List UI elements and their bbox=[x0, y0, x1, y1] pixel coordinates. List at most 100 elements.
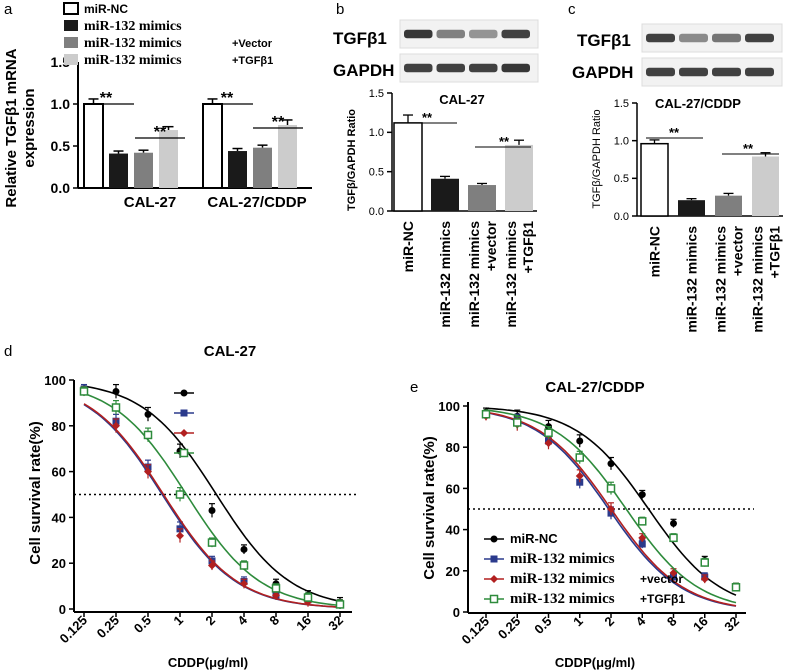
data-point-tgfb1 bbox=[207, 538, 217, 547]
data-point-tgfb1 bbox=[606, 484, 616, 493]
panel-d-xlabel: CDDP(μg/ml) bbox=[168, 655, 248, 670]
y-tick-label: 20 bbox=[446, 564, 460, 579]
bar-tgfb1 bbox=[505, 144, 533, 211]
blot-band bbox=[436, 29, 465, 39]
fit-curve-nc bbox=[485, 407, 737, 596]
data-point-vector bbox=[638, 533, 647, 542]
data-point-nc bbox=[638, 491, 646, 499]
data-point-tgfb1 bbox=[544, 428, 553, 438]
panel-label-b: b bbox=[336, 1, 344, 18]
blot-band bbox=[745, 67, 774, 77]
x-tick-label: 2 bbox=[202, 613, 218, 629]
data-point-nc bbox=[607, 460, 615, 468]
legend-marker-mimics bbox=[490, 555, 498, 563]
x-category-label: miR-132 mimics bbox=[684, 226, 700, 333]
blot-b-image bbox=[399, 19, 539, 83]
panel-a-sig-3: ** bbox=[221, 90, 234, 107]
legend-swatch-tgfb1 bbox=[64, 54, 78, 65]
data-point-nc bbox=[208, 507, 216, 515]
y-tick-label: 100 bbox=[438, 399, 460, 414]
x-tick-label: 4 bbox=[633, 613, 649, 629]
data-point-tgfb1 bbox=[239, 561, 249, 570]
y-tick-label: 0.0 bbox=[51, 180, 71, 196]
blot-c-image bbox=[641, 23, 783, 87]
panel-c-title: CAL-27/CDDP bbox=[655, 96, 741, 111]
legend-swatch-mimics bbox=[64, 20, 78, 31]
data-point-tgfb1 bbox=[513, 418, 522, 427]
panel-a-group-label-1: CAL-27 bbox=[124, 194, 177, 211]
data-point-nc bbox=[144, 410, 152, 418]
legend-marker-tgfb1 bbox=[179, 448, 189, 458]
panel-a-bar-chart: Relative TGFβ1 mRNA expression 0.0 0.5 1.0… bbox=[3, 2, 312, 211]
blot-band bbox=[501, 29, 530, 39]
blot-band bbox=[712, 33, 741, 43]
x-tick-label: 4 bbox=[234, 612, 250, 628]
bar-vector bbox=[253, 147, 272, 188]
data-point-tgfb1 bbox=[335, 600, 345, 609]
legend-marker-nc bbox=[180, 389, 188, 397]
panel-label-a: a bbox=[4, 1, 13, 18]
x-tick-label: 0.125 bbox=[57, 613, 91, 647]
panel-a-sig-1: ** bbox=[100, 90, 113, 107]
x-tick-label: 0.125 bbox=[459, 614, 493, 648]
bar-tgfb1 bbox=[752, 156, 779, 216]
y-tick-label: 1.0 bbox=[614, 136, 629, 148]
blot-b-tgfb1-label: TGFβ1 bbox=[333, 29, 387, 48]
bar-nc bbox=[202, 103, 223, 189]
y-tick-label: 1.0 bbox=[51, 96, 71, 112]
blot-band bbox=[469, 29, 498, 39]
bar-nc bbox=[393, 122, 423, 212]
panel-d-ylabel: Cell survival rate(%) bbox=[27, 421, 44, 564]
panel-d-title: CAL-27 bbox=[204, 343, 257, 360]
y-tick-label: 80 bbox=[446, 440, 460, 455]
data-point-nc bbox=[240, 545, 248, 553]
bar-mimics bbox=[431, 178, 459, 211]
panel-b-title: CAL-27 bbox=[439, 92, 485, 107]
e-legend-label-vector-suffix: +vector bbox=[640, 572, 683, 586]
blot-band bbox=[501, 63, 530, 73]
x-category-label: +TGFβ1 bbox=[520, 221, 536, 274]
y-tick-label: 0 bbox=[59, 602, 66, 617]
blot-band bbox=[712, 67, 741, 77]
blot-b-gapdh-label: GAPDH bbox=[333, 61, 394, 80]
blot-c-gapdh-label: GAPDH bbox=[572, 63, 633, 82]
data-point-nc bbox=[576, 437, 584, 445]
legend-label-tgfb1-suffix: +TGFβ1 bbox=[232, 55, 273, 67]
data-point-nc bbox=[112, 387, 120, 395]
panel-c-ylabel: TGFβ/GAPDH Ratio bbox=[591, 109, 603, 208]
panel-d-dose-response: CAL-27 Cell survival rate(%) CDDP(μg/ml)… bbox=[27, 343, 358, 670]
x-category-label: +vector bbox=[483, 220, 499, 271]
bar-vector bbox=[468, 185, 496, 211]
e-legend-label-tgfb1-suffix: +TGFβ1 bbox=[640, 592, 685, 606]
legend-label-tgfb1: miR-132 mimics bbox=[84, 53, 182, 68]
panel-e-dose-response: CAL-27/CDDP Cell survival rate(%) CDDP(μ… bbox=[421, 379, 754, 670]
legend-marker-vector bbox=[180, 429, 188, 437]
x-category-label: miR-132 mimics bbox=[750, 226, 766, 333]
y-tick-label: 60 bbox=[52, 465, 66, 480]
blot-band bbox=[679, 33, 708, 43]
x-category-label: +vector bbox=[730, 225, 746, 276]
panel-a-legend: miR-NC miR-132 mimics miR-132 mimics +Ve… bbox=[63, 2, 273, 68]
y-tick-label: 20 bbox=[52, 556, 66, 571]
panel-c: TGFβ1 GAPDH CAL-27/CDDP TGFβ/GAPDH Ratio… bbox=[572, 23, 783, 333]
legend-marker-vector bbox=[490, 575, 498, 583]
bar-tgfb1 bbox=[278, 125, 297, 188]
x-tick-label: 8 bbox=[266, 613, 282, 629]
x-category-label: miR-NC bbox=[400, 221, 416, 272]
data-point-tgfb1 bbox=[731, 583, 741, 592]
data-point-mimics bbox=[638, 540, 646, 548]
data-point-tgfb1 bbox=[669, 533, 678, 543]
data-point-tgfb1 bbox=[700, 558, 709, 567]
data-point-vector bbox=[240, 579, 248, 588]
blot-c-tgfb1-label: TGFβ1 bbox=[577, 31, 631, 50]
x-category-label: miR-132 mimics bbox=[437, 221, 453, 328]
blot-band bbox=[436, 63, 465, 73]
data-point-vector bbox=[272, 591, 280, 600]
legend-marker-nc bbox=[490, 535, 498, 543]
bar-mimics bbox=[228, 151, 247, 188]
e-legend-label-tgfb1: miR-132 mimics bbox=[510, 591, 615, 607]
x-tick-label: 2 bbox=[601, 614, 617, 630]
fit-curve-nc bbox=[83, 385, 341, 602]
panel-a-sig-4: ** bbox=[272, 114, 285, 131]
